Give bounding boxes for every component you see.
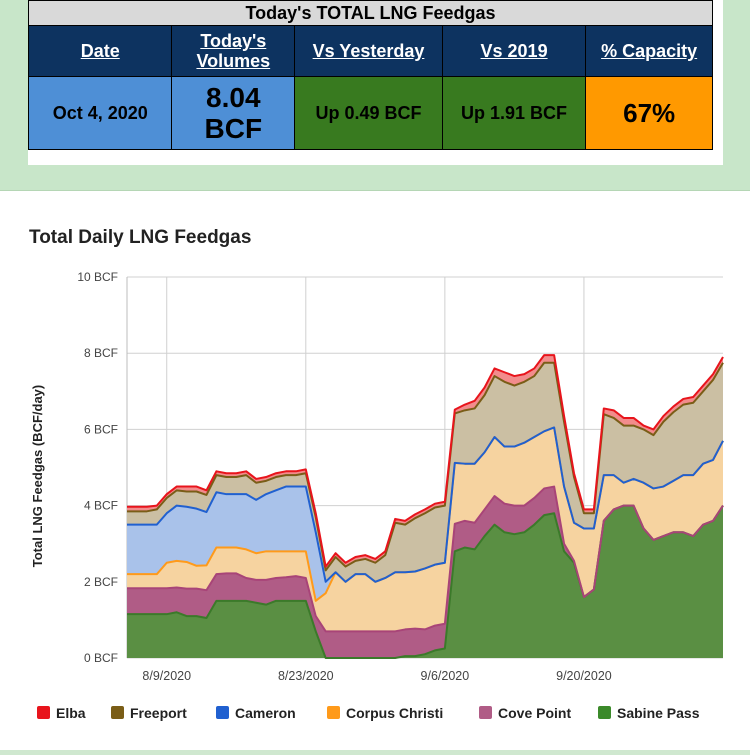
chart-legend: Elba Freeport Cameron Corpus Christi Cove Po… (37, 705, 700, 721)
y-tick-label: 8 BCF (84, 346, 118, 360)
legend-label-elba: Elba (56, 705, 86, 721)
y-axis-label: Total LNG Feedgas (BCF/day) (30, 385, 45, 568)
summary-table-wrapper: Today's TOTAL LNG Feedgas Date Today's Vo… (27, 0, 723, 165)
header-capacity: % Capacity (585, 25, 713, 77)
chart-lines (127, 354, 724, 659)
x-tick-label: 9/6/2020 (421, 669, 470, 683)
cell-volumes: 8.04 BCF (171, 76, 296, 150)
x-tick-label: 8/23/2020 (278, 669, 334, 683)
legend-label-cameron: Cameron (235, 705, 296, 721)
cell-date: Oct 4, 2020 (27, 76, 173, 150)
area-corpus-christi (127, 427, 723, 632)
y-tick-label: 10 BCF (77, 270, 118, 284)
chart-areas (127, 355, 723, 658)
cell-volumes-value: 8.04 (206, 82, 261, 113)
cell-volumes-unit: BCF (204, 113, 263, 144)
summary-table: Today's TOTAL LNG Feedgas Date Today's Vo… (27, 0, 713, 150)
legend-swatch-corpus-christi (327, 706, 340, 719)
table-title: Today's TOTAL LNG Feedgas (28, 0, 713, 26)
cell-capacity: 67% (585, 76, 713, 150)
legend-swatch-cove-point (479, 706, 492, 719)
area-sabine-pass (127, 505, 723, 658)
y-tick-label: 6 BCF (84, 422, 118, 436)
legend-label-sabine-pass: Sabine Pass (617, 705, 700, 721)
chart-panel: Total Daily LNG Feedgas 0 BCF 2 BCF 4 BCF 6… (0, 191, 750, 750)
cell-vs-yesterday: Up 0.49 BCF (294, 76, 443, 150)
summary-panel: Today's TOTAL LNG Feedgas Date Today's Vo… (0, 0, 750, 191)
x-tick-label: 9/20/2020 (556, 669, 612, 683)
y-axis-ticks: 0 BCF 2 BCF 4 BCF 6 BCF 8 BCF 10 BCF (77, 270, 118, 665)
y-tick-label: 2 BCF (84, 575, 118, 589)
area-freeport (127, 362, 723, 582)
y-tick-label: 4 BCF (84, 499, 118, 513)
legend-label-cove-point: Cove Point (498, 705, 571, 721)
header-vs-2019: Vs 2019 (441, 25, 587, 77)
line-freeport (127, 361, 724, 572)
x-axis-ticks: 8/9/2020 8/23/2020 9/6/2020 9/20/2020 (142, 669, 611, 683)
header-vs-yesterday-label: Vs Yesterday (312, 41, 425, 61)
line-cove-point (127, 485, 724, 633)
header-capacity-label: % Capacity (601, 41, 698, 61)
legend-swatch-freeport (111, 706, 124, 719)
cell-vs-2019: Up 1.91 BCF (441, 76, 587, 150)
legend-swatch-elba (37, 706, 50, 719)
legend-swatch-cameron (216, 706, 229, 719)
legend-label-corpus-christi: Corpus Christi (346, 705, 443, 721)
legend-swatch-sabine-pass (598, 706, 611, 719)
header-date-label: Date (80, 41, 120, 61)
header-volumes-line2: Volumes (196, 51, 271, 71)
line-elba (127, 354, 724, 568)
header-volumes: Today's Volumes (171, 25, 296, 77)
x-tick-label: 8/9/2020 (142, 669, 191, 683)
header-vs-2019-label: Vs 2019 (480, 41, 548, 61)
chart-title: Total Daily LNG Feedgas (29, 227, 251, 248)
y-tick-label: 0 BCF (84, 651, 118, 665)
header-vs-yesterday: Vs Yesterday (294, 25, 443, 77)
lng-feedgas-chart: Total Daily LNG Feedgas 0 BCF 2 BCF 4 BCF 6… (29, 227, 724, 721)
area-cameron (127, 427, 723, 601)
legend-label-freeport: Freeport (130, 705, 187, 721)
header-date: Date (27, 25, 173, 77)
header-volumes-line1: Today's (200, 31, 267, 51)
line-cameron (127, 426, 724, 583)
